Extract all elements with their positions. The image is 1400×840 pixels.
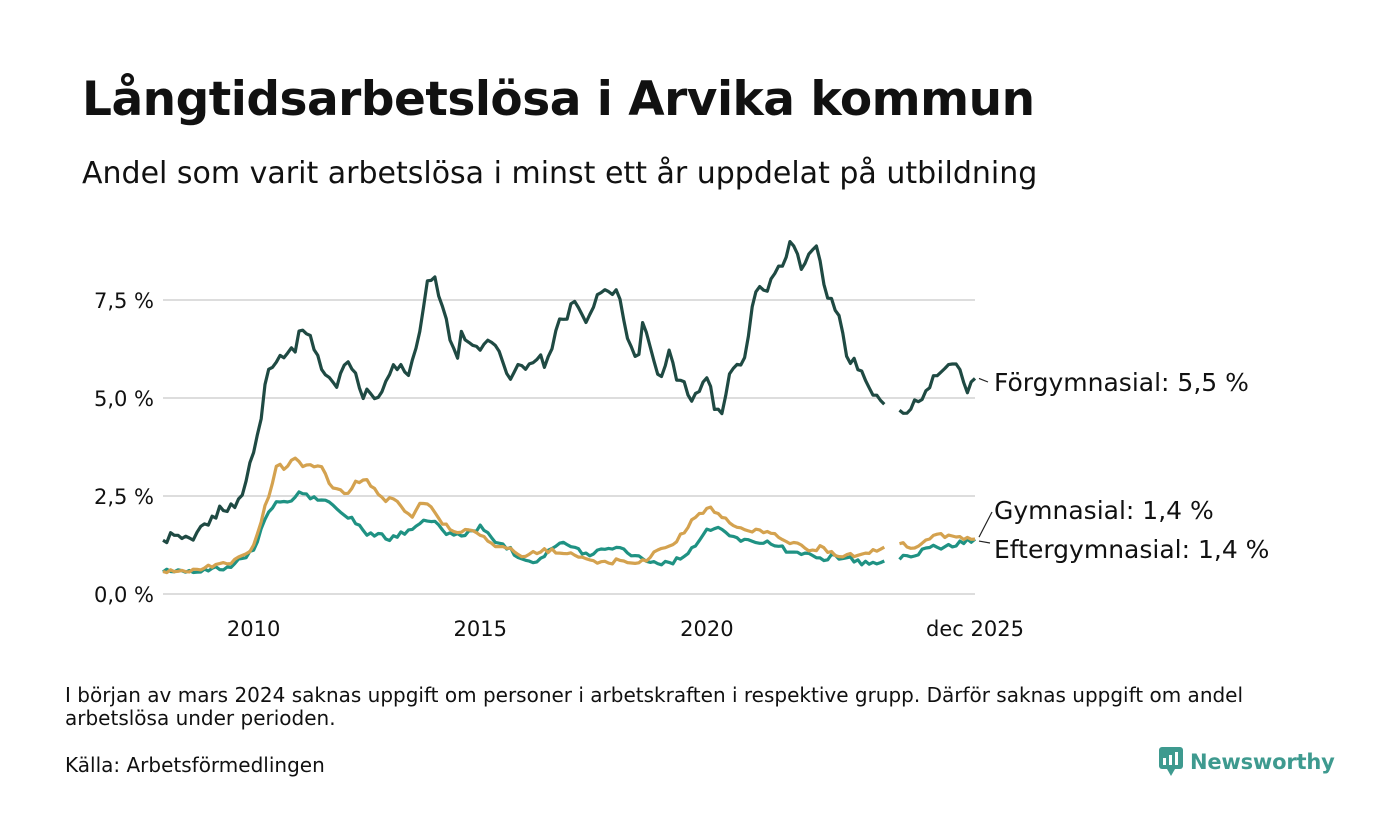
- y-tick-label: 7,5 %: [94, 289, 154, 313]
- newsworthy-logo: Newsworthy: [1158, 746, 1335, 778]
- logo-text: Newsworthy: [1190, 750, 1335, 774]
- gridlines: [163, 299, 975, 595]
- newsworthy-logo-icon: [1159, 747, 1183, 776]
- series-line-gymnasial: [162, 456, 976, 575]
- end-label-gymnasial: Gymnasial: 1,4 %: [994, 496, 1214, 525]
- y-tick-label: 2,5 %: [94, 485, 154, 509]
- source-note: Källa: Arbetsförmedlingen: [65, 753, 325, 777]
- end-label-eftergymnasial-leader: [978, 540, 991, 544]
- footnote: I början av mars 2024 saknas uppgift om …: [65, 683, 1244, 730]
- end-label-forgymnasial-leader: [978, 377, 989, 383]
- end-label-forgymnasial: Förgymnasial: 5,5 %: [994, 368, 1249, 397]
- end-label-gymnasial-leader: [978, 511, 993, 538]
- y-tick-label: 0,0 %: [94, 583, 154, 607]
- y-axis-ticks: 0,0 % 2,5 % 5,0 % 7,5 %: [94, 289, 154, 607]
- series-lines: [162, 240, 977, 575]
- end-labels: Förgymnasial: 5,5 % Gymnasial: 1,4 % Efter…: [978, 368, 1269, 564]
- end-label-eftergymnasial: Eftergymnasial: 1,4 %: [994, 535, 1269, 564]
- y-tick-label: 5,0 %: [94, 387, 154, 411]
- x-tick-label: dec 2025: [926, 617, 1024, 641]
- x-tick-label: 2010: [227, 617, 280, 641]
- x-tick-label: 2020: [680, 617, 733, 641]
- x-axis-ticks: 2010 2015 2020 dec 2025: [227, 617, 1024, 641]
- x-tick-label: 2015: [454, 617, 507, 641]
- series-line-eftergymnasial: [162, 490, 977, 575]
- series-line-forgymnasial: [162, 240, 977, 545]
- chart-title: Långtidsarbetslösa i Arvika kommun: [82, 72, 1035, 127]
- chart-subtitle: Andel som varit arbetslösa i minst ett å…: [82, 156, 1038, 191]
- line-chart: 0,0 % 2,5 % 5,0 % 7,5 % 2010 2015 2020 dec 202…: [94, 240, 1269, 641]
